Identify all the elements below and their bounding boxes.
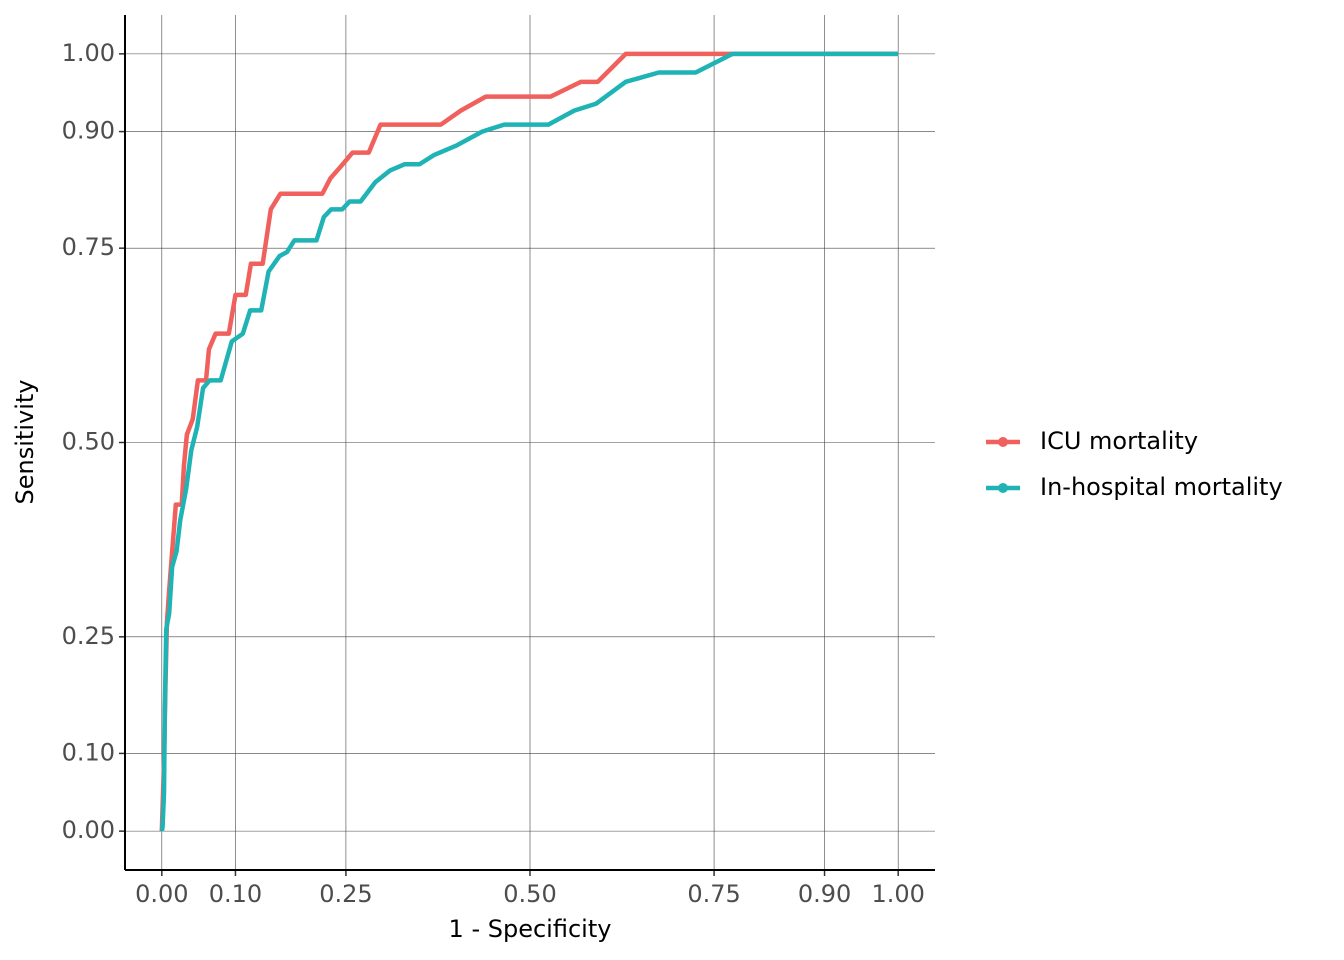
y-tick-label: 0.25 <box>62 622 115 650</box>
x-tick-label: 0.25 <box>319 880 372 908</box>
x-tick-label: 0.90 <box>798 880 851 908</box>
legend-label: In-hospital mortality <box>1040 473 1283 501</box>
y-tick-label: 0.90 <box>62 117 115 145</box>
x-axis-title: 1 - Specificity <box>449 915 612 943</box>
y-tick-label: 0.75 <box>62 233 115 261</box>
roc-line <box>159 51 899 832</box>
y-tick-label: 0.00 <box>62 816 115 844</box>
y-tick-label: 1.00 <box>62 39 115 67</box>
x-tick-label: 0.10 <box>209 880 262 908</box>
legend-label: ICU mortality <box>1040 427 1198 455</box>
y-tick-label: 0.10 <box>62 738 115 766</box>
x-tick-label: 1.00 <box>871 880 924 908</box>
roc-line <box>159 51 899 832</box>
legend-key-dot <box>998 437 1008 447</box>
y-tick-label: 0.50 <box>62 428 115 456</box>
x-tick-label: 0.75 <box>687 880 740 908</box>
y-axis-title: Sensitivity <box>11 380 39 505</box>
x-tick-label: 0.50 <box>503 880 556 908</box>
legend-key-dot <box>998 483 1008 493</box>
x-tick-label: 0.00 <box>135 880 188 908</box>
